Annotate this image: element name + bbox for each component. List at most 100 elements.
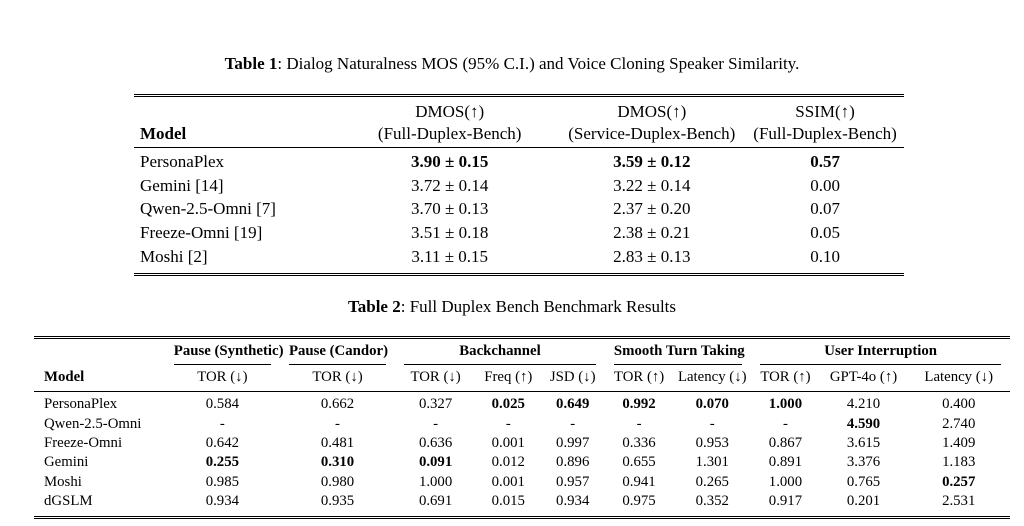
value-cell: 0.012 <box>491 454 525 471</box>
value-cell: - <box>433 415 439 432</box>
value-cell: 0.934 <box>556 493 590 510</box>
value-cell: 3.51 ± 0.18 <box>411 223 489 243</box>
table-row: PersonaPlex 0.584 0.662 0.327 0.025 0.64… <box>34 392 1010 415</box>
table1-header-ssim: SSIM(↑) (Full-Duplex-Bench) <box>746 95 904 148</box>
table1-caption-label: Table 1 <box>224 54 278 73</box>
value-cell: 0.05 <box>810 223 840 243</box>
table2-subheader-interrupt-tor: TOR (↑) <box>751 364 820 393</box>
table2-group-header-row: Pause (Synthetic) Pause (Candor) Backcha… <box>34 337 1010 365</box>
value-cell: 1.000 <box>418 473 453 490</box>
table1-header-model: Model <box>134 95 342 148</box>
value-cell: 0.691 <box>418 493 453 510</box>
value-cell: 0.655 <box>622 454 656 471</box>
table-row: Gemini [14] 3.72 ± 0.14 3.22 ± 0.14 0.00 <box>134 174 904 198</box>
table-row: Gemini 0.255 0.310 0.091 0.012 0.896 0.6… <box>34 454 1010 473</box>
table1-body: PersonaPlex 3.90 ± 0.15 3.59 ± 0.12 0.57… <box>134 147 904 274</box>
model-name-cell: PersonaPlex <box>44 396 118 413</box>
value-cell: - <box>570 415 576 432</box>
value-cell: 0.10 <box>810 246 840 266</box>
table2-subheader-row: Model TOR (↓) TOR (↓) TOR (↓) Freq (↑) J… <box>34 364 1010 393</box>
table-row: Freeze-Omni [19] 3.51 ± 0.18 2.38 ± 0.21… <box>134 222 904 246</box>
value-cell: 0.070 <box>695 396 729 413</box>
value-cell: 0.992 <box>622 396 656 413</box>
value-cell: 0.265 <box>695 473 729 490</box>
value-cell: 1.183 <box>942 454 976 471</box>
table2-subheader-backchannel-jsd: JSD (↓) <box>540 364 605 393</box>
table1-caption: Table 1: Dialog Naturalness MOS (95% C.I… <box>0 0 1024 74</box>
table2-subheader-pause-candor-tor: TOR (↓) <box>279 364 396 393</box>
model-name-cell: Gemini [14] <box>140 175 224 195</box>
model-name-cell: Gemini <box>44 454 89 471</box>
table2-header-model: Model <box>34 364 165 393</box>
table2-group-user-interruption: User Interruption <box>751 337 1010 365</box>
model-name-cell: PersonaPlex <box>140 151 225 171</box>
table1-header-ssim-line1: SSIM(↑) <box>795 102 855 122</box>
value-cell: 0.985 <box>205 473 239 490</box>
group-label: Pause (Candor) <box>288 343 388 365</box>
table2-container: Pause (Synthetic) Pause (Candor) Backcha… <box>34 335 1010 519</box>
value-cell: 0.257 <box>942 473 976 490</box>
table2-header: Pause (Synthetic) Pause (Candor) Backcha… <box>34 337 1010 393</box>
value-cell: 3.376 <box>846 454 881 471</box>
value-cell: 0.636 <box>418 435 453 452</box>
value-cell: 0.957 <box>556 473 590 490</box>
value-cell: 3.11 ± 0.15 <box>411 246 489 266</box>
value-cell: 2.531 <box>942 493 976 510</box>
group-label: Pause (Synthetic) <box>173 343 284 365</box>
table2-caption-text: : Full Duplex Bench Benchmark Results <box>400 296 677 316</box>
table1-header: Model DMOS(↑) (Full-Duplex-Bench) DMOS(↑… <box>134 95 904 148</box>
table1-header-dmos-service-line2: (Service-Duplex-Bench) <box>568 123 736 143</box>
table-row: Qwen-2.5-Omni - - - - - - - - 4.590 2.74… <box>34 415 1010 434</box>
value-cell: 0.891 <box>768 454 803 471</box>
value-cell: 0.310 <box>320 454 355 471</box>
table2-group-backchannel: Backchannel <box>395 337 605 365</box>
table2: Pause (Synthetic) Pause (Candor) Backcha… <box>34 335 1010 519</box>
value-cell: 0.935 <box>320 493 355 510</box>
table1-header-dmos-service-line1: DMOS(↑) <box>617 102 687 122</box>
table1-container: Model DMOS(↑) (Full-Duplex-Bench) DMOS(↑… <box>134 94 904 276</box>
value-cell: 0.57 <box>810 151 840 171</box>
value-cell: 1.000 <box>768 473 803 490</box>
value-cell: 0.025 <box>491 396 525 413</box>
table2-subheader-pause-synthetic-tor: TOR (↓) <box>164 364 280 393</box>
value-cell: 0.896 <box>556 454 590 471</box>
table2-caption-label: Table 2 <box>347 296 401 316</box>
value-cell: 0.867 <box>768 435 803 452</box>
table2-subheader-interrupt-latency: Latency (↓) <box>907 364 1010 393</box>
value-cell: 0.662 <box>320 396 355 413</box>
value-cell: 0.352 <box>695 493 729 510</box>
value-cell: 1.301 <box>695 454 729 471</box>
table1-caption-text: : Dialog Naturalness MOS (95% C.I.) and … <box>277 54 800 73</box>
value-cell: 4.210 <box>846 396 881 413</box>
model-name-cell: Moshi <box>44 473 82 490</box>
model-name-cell: Moshi [2] <box>140 246 208 266</box>
table-row: Moshi [2] 3.11 ± 0.15 2.83 ± 0.13 0.10 <box>134 245 904 274</box>
value-cell: 0.934 <box>205 493 239 510</box>
value-cell: 0.481 <box>320 435 355 452</box>
value-cell: 0.953 <box>695 435 729 452</box>
table1-header-dmos-full-line1: DMOS(↑) <box>415 102 485 122</box>
value-cell: - <box>505 415 511 432</box>
table2-caption: Table 2: Full Duplex Bench Benchmark Res… <box>0 297 1024 317</box>
value-cell: 0.765 <box>846 473 881 490</box>
value-cell: 0.649 <box>556 396 590 413</box>
value-cell: 4.590 <box>846 415 881 432</box>
model-name-cell: Freeze-Omni [19] <box>140 223 263 243</box>
table-row: PersonaPlex 3.90 ± 0.15 3.59 ± 0.12 0.57 <box>134 147 904 174</box>
value-cell: - <box>636 415 642 432</box>
table2-subheader-smooth-latency: Latency (↓) <box>673 364 752 393</box>
value-cell: 1.000 <box>768 396 803 413</box>
value-cell: 0.584 <box>205 396 239 413</box>
value-cell: 3.90 ± 0.15 <box>411 151 489 171</box>
group-label: Backchannel <box>404 343 596 365</box>
value-cell: 0.255 <box>205 454 239 471</box>
value-cell: 0.917 <box>768 493 803 510</box>
table2-subheader-smooth-tor: TOR (↑) <box>604 364 674 393</box>
group-label: Smooth Turn Taking <box>613 343 745 365</box>
value-cell: 3.70 ± 0.13 <box>411 199 489 219</box>
table2-body: PersonaPlex 0.584 0.662 0.327 0.025 0.64… <box>34 392 1010 517</box>
value-cell: 1.409 <box>942 435 976 452</box>
table-row: dGSLM 0.934 0.935 0.691 0.015 0.934 0.97… <box>34 492 1010 517</box>
model-name-cell: dGSLM <box>44 493 93 510</box>
